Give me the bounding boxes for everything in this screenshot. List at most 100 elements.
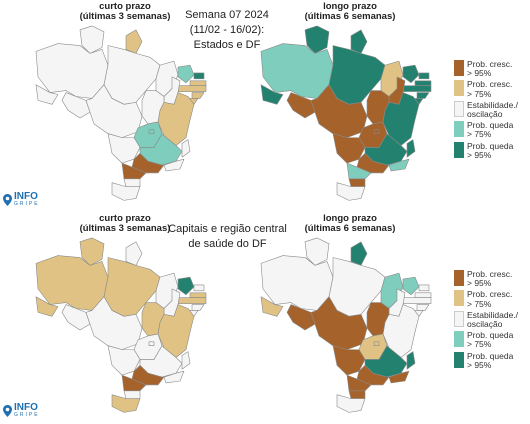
legend-swatch — [454, 351, 464, 368]
state-ms — [107, 133, 141, 164]
state-rj — [388, 158, 410, 172]
legend-label: Prob. cresc. > 75% — [467, 79, 513, 99]
state-ce — [177, 64, 195, 84]
legend-label: Prob. cresc. > 75% — [467, 289, 513, 309]
state-df — [373, 129, 380, 135]
legend-item: Prob. cresc. > 95% — [454, 269, 518, 289]
logo-text: INFO — [14, 191, 38, 202]
state-ro — [286, 304, 316, 331]
state-rn — [418, 284, 430, 292]
legend-swatch — [454, 141, 464, 158]
map-pin-icon — [3, 405, 12, 417]
state-ac — [260, 296, 284, 317]
legend-item: Prob. cresc. > 75% — [454, 80, 518, 98]
infogripe-logo-top: INFO GRIPE — [3, 191, 40, 207]
legend-swatch — [454, 310, 464, 327]
legend-swatch — [454, 80, 464, 97]
logo-subtext: GRIPE — [14, 412, 40, 418]
state-pr — [346, 162, 372, 180]
legend-item: Prob. queda > 95% — [454, 350, 518, 370]
legend-item: Prob. queda > 75% — [454, 121, 518, 139]
legend-label: Estabilidade./ oscilação — [467, 99, 519, 120]
legend-label: Prob. queda > 75% — [467, 330, 514, 350]
state-mt — [310, 296, 368, 350]
state-rr — [304, 25, 330, 54]
legend-label: Estabilidade./ oscilação — [467, 309, 519, 330]
state-pe — [402, 297, 432, 304]
state-al — [416, 304, 430, 311]
top-title: Semana 07 2024 (11/02 - 16/02): Estados … — [185, 9, 269, 51]
state-rs — [336, 394, 366, 413]
state-ro — [286, 92, 316, 119]
legend-item: Prob. queda > 95% — [454, 140, 518, 160]
legend-swatch — [454, 100, 464, 117]
legend-item: Prob. cresc. > 95% — [454, 59, 518, 79]
legend-item: Prob. queda > 75% — [454, 331, 518, 349]
logo-subtext: GRIPE — [14, 201, 40, 207]
state-rr — [304, 237, 330, 266]
state-ce — [402, 64, 420, 84]
state-rj — [163, 370, 185, 384]
map-top-short — [35, 25, 207, 201]
state-rn — [193, 284, 205, 292]
state-to — [366, 90, 390, 125]
state-mt — [85, 296, 143, 350]
logo-text: INFO — [14, 402, 38, 413]
map-pin-icon — [3, 194, 12, 206]
top-long-term-caption: longo prazo (últimas 6 semanas) — [304, 1, 396, 22]
legend-swatch — [454, 290, 464, 307]
state-ac — [260, 84, 284, 105]
state-df — [373, 341, 380, 347]
state-sc — [348, 390, 366, 399]
state-ac — [35, 84, 59, 105]
state-ro — [61, 92, 91, 119]
state-sc — [348, 178, 366, 187]
state-pb — [189, 80, 207, 86]
state-pr — [121, 162, 147, 180]
state-es — [406, 139, 416, 158]
map-top-long — [260, 25, 432, 201]
state-to — [366, 302, 390, 337]
state-es — [406, 351, 416, 370]
legend-swatch — [454, 331, 464, 348]
state-rs — [336, 182, 366, 201]
state-rs — [111, 182, 141, 201]
state-mt — [85, 84, 143, 138]
legend-label: Prob. cresc. > 95% — [467, 59, 513, 79]
state-pe — [402, 85, 432, 92]
top-short-term-caption: curto prazo (últimas 3 semanas) — [79, 1, 171, 22]
state-pr — [346, 374, 372, 392]
state-pe — [177, 85, 207, 92]
state-sc — [123, 390, 141, 399]
legend-swatch — [454, 270, 464, 286]
state-al — [191, 304, 205, 311]
state-es — [181, 139, 191, 158]
legend-label: Prob. queda > 95% — [467, 140, 514, 160]
state-am — [260, 255, 334, 311]
state-ap — [125, 29, 143, 54]
state-rj — [388, 370, 410, 384]
state-ms — [107, 345, 141, 376]
legend-swatch — [454, 121, 464, 138]
legend-item: Estabilidade./ oscilação — [454, 309, 519, 330]
state-ap — [350, 29, 368, 54]
bottom-title: Capitais e região central de saúde do DF — [168, 223, 287, 250]
bottom-long-term-caption: longo prazo (últimas 6 semanas) — [304, 213, 396, 234]
state-pr — [121, 374, 147, 392]
state-al — [416, 92, 430, 99]
state-rn — [418, 72, 430, 80]
state-pb — [414, 80, 432, 86]
state-pe — [177, 297, 207, 304]
state-ap — [350, 241, 368, 266]
legend-label: Prob. queda > 95% — [467, 350, 514, 370]
state-pb — [414, 292, 432, 298]
state-am — [35, 255, 109, 311]
state-mt — [310, 84, 368, 138]
state-rr — [79, 25, 105, 54]
state-ce — [402, 276, 420, 296]
state-df — [148, 341, 155, 347]
map-bottom-long — [260, 237, 432, 413]
legend-label: Prob. cresc. > 95% — [467, 269, 513, 289]
state-ro — [61, 304, 91, 331]
infogripe-logo-bottom: INFO GRIPE — [3, 402, 40, 418]
